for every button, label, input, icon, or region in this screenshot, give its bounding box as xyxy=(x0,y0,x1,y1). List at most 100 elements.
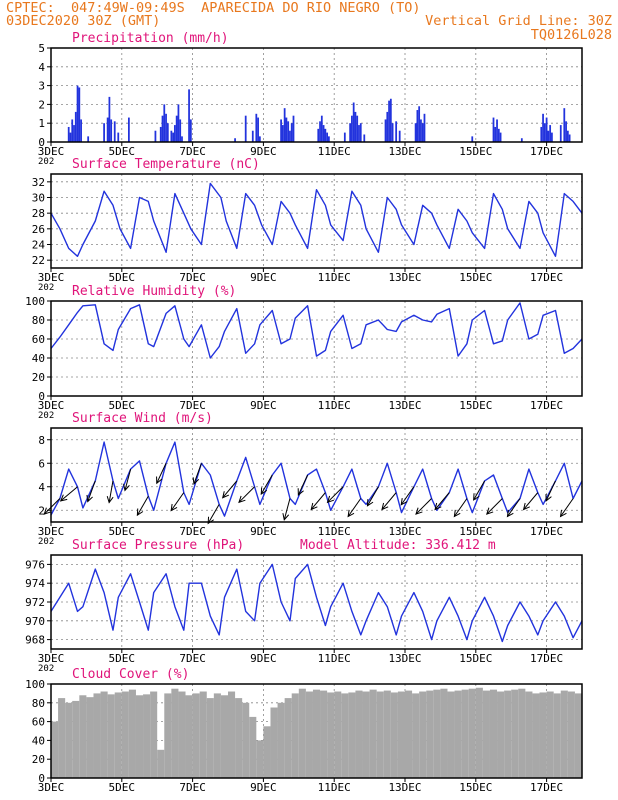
bar-precip xyxy=(322,125,325,142)
wind-arrow xyxy=(400,486,415,506)
x-tick-label: 11DEC xyxy=(318,271,351,284)
bar-cloud xyxy=(58,698,66,778)
wind-arrow xyxy=(545,480,556,502)
bar-precip xyxy=(110,119,113,142)
wind-arrow-head xyxy=(192,477,200,485)
bar-precip xyxy=(234,138,236,142)
bar-precip xyxy=(386,111,389,142)
bar-precip xyxy=(356,115,359,142)
y-tick-label: 6 xyxy=(38,457,45,470)
wind-arrow xyxy=(560,498,574,517)
x-tick-label: 3DEC xyxy=(38,525,65,538)
year-label-clipped: 202 xyxy=(38,664,54,674)
bar-precip xyxy=(414,123,417,142)
series-line-pres xyxy=(50,563,583,643)
bar-precip xyxy=(389,98,392,142)
y-tick-label: 32 xyxy=(32,176,45,189)
series-line-rh xyxy=(50,302,583,359)
wind-arrow-head xyxy=(207,516,215,525)
bar-precip xyxy=(87,136,90,142)
x-tick-label: 15DEC xyxy=(459,145,492,158)
bar-cloud xyxy=(376,691,384,778)
bar-cloud xyxy=(341,693,349,778)
bar-cloud xyxy=(284,698,292,778)
x-tick-label: 15DEC xyxy=(459,781,492,794)
wind-arrow xyxy=(367,486,379,507)
bar-precip xyxy=(281,125,284,142)
bar-precip xyxy=(563,108,566,142)
bar-cloud xyxy=(405,690,413,778)
bar-cloud xyxy=(504,690,512,778)
bar-cloud xyxy=(249,716,257,778)
bar-precip xyxy=(492,117,495,142)
wind-arrow-head xyxy=(545,494,552,502)
header-date: 03DEC2020 30Z (GMT) xyxy=(6,13,161,29)
bar-cloud xyxy=(546,691,554,778)
bar-cloud xyxy=(383,690,391,778)
x-tick-label: 5DEC xyxy=(109,145,136,158)
bar-precip xyxy=(358,125,360,142)
wind-arrow xyxy=(193,463,202,485)
bar-precip xyxy=(319,121,321,142)
y-tick-label: 20 xyxy=(32,371,45,384)
bar-cloud xyxy=(263,726,271,778)
bar-precip xyxy=(78,87,81,142)
wind-arrow-head xyxy=(486,507,494,515)
x-tick-label: 9DEC xyxy=(250,781,277,794)
bar-precip xyxy=(257,117,259,142)
wind-arrow xyxy=(507,498,521,517)
y-tick-label: 976 xyxy=(25,558,45,571)
bar-precip xyxy=(103,123,105,142)
wind-arrow xyxy=(523,492,539,510)
x-tick-label: 5DEC xyxy=(109,781,136,794)
wind-arrow xyxy=(87,480,96,502)
bar-cloud xyxy=(489,689,498,778)
x-tick-label: 5DEC xyxy=(109,525,136,538)
bar-precip xyxy=(166,123,169,142)
year-label-clipped: 202 xyxy=(38,157,54,167)
bar-precip xyxy=(542,113,544,142)
wind-arrow xyxy=(207,504,220,524)
y-tick-label: 26 xyxy=(32,223,45,236)
wind-arrow-head xyxy=(434,502,442,511)
bar-precip xyxy=(398,130,401,142)
bar-precip xyxy=(258,136,261,142)
bar-cloud xyxy=(433,689,441,778)
y-tick-label: 972 xyxy=(25,596,45,609)
y-tick-label: 3 xyxy=(38,80,45,93)
panel-temp: Surface Temperature (nC) 22 24 26 28 30 32 3DEC… xyxy=(32,157,583,293)
x-tick-label: 9DEC xyxy=(250,525,277,538)
bar-cloud xyxy=(440,688,448,778)
plot-frame xyxy=(50,173,583,269)
wind-arrow-head xyxy=(326,495,335,504)
wind-arrow xyxy=(453,498,468,517)
x-tick-label: 7DEC xyxy=(179,781,206,794)
wind-arrow-head xyxy=(347,509,355,518)
y-tick-label: 60 xyxy=(32,716,45,729)
wind-arrow-head xyxy=(123,483,130,492)
bar-precip xyxy=(540,126,543,142)
bar-precip xyxy=(559,125,562,142)
x-tick-label: 15DEC xyxy=(459,652,492,665)
bar-cloud xyxy=(312,689,321,778)
panel-title: Surface Temperature (nC) xyxy=(72,157,260,172)
bar-precip xyxy=(565,121,567,142)
x-tick-label: 7DEC xyxy=(179,525,206,538)
y-tick-label: 80 xyxy=(32,697,45,710)
x-tick-label: 17DEC xyxy=(530,781,563,794)
bar-cloud xyxy=(539,692,547,778)
wind-arrow-head xyxy=(106,495,114,504)
y-tick-label: 970 xyxy=(25,615,45,628)
bar-cloud xyxy=(511,689,519,778)
bar-precip xyxy=(177,104,180,142)
bar-precip xyxy=(384,119,387,142)
bar-precip xyxy=(255,113,258,142)
wind-arrow-head xyxy=(297,488,304,496)
wind-arrow xyxy=(486,498,503,515)
panel-subtitle: Model Altitude: 336.412 m xyxy=(300,538,496,553)
x-tick-label: 11DEC xyxy=(318,652,351,665)
wind-arrow xyxy=(473,480,486,501)
bar-precip xyxy=(170,130,173,142)
y-tick-label: 20 xyxy=(32,753,45,766)
bar-precip xyxy=(165,113,167,142)
